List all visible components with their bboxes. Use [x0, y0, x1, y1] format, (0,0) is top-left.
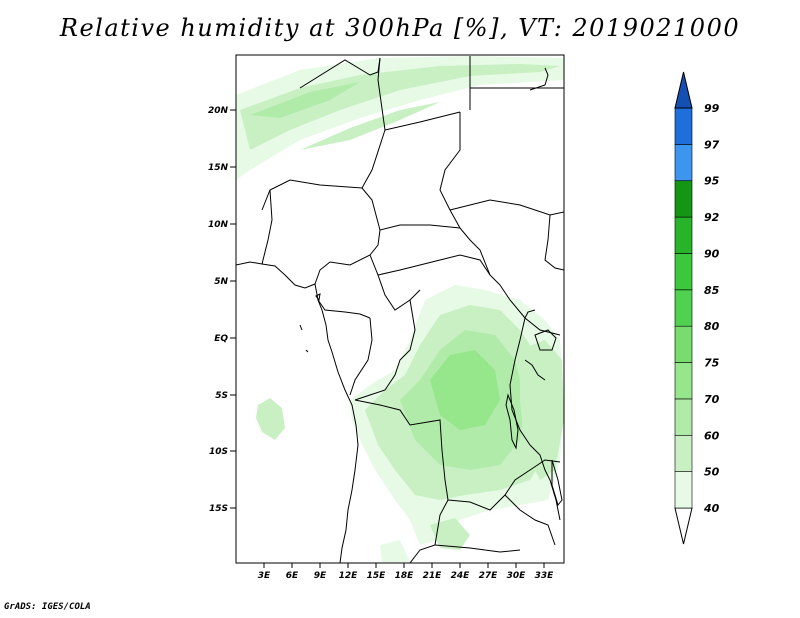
colorbar: 40 50 60 70 75 80 85 90 92 95 97 99	[674, 71, 720, 545]
colorbar-level-label: 97	[704, 138, 720, 151]
colorbar-level-label: 40	[703, 502, 720, 515]
lat-label: 15S	[209, 504, 228, 514]
colorbar-level-label: 85	[704, 284, 720, 297]
colorbar-level-label: 80	[704, 320, 720, 333]
colorbar-segment	[674, 325, 693, 363]
humidity-shading	[236, 56, 564, 562]
lon-label: 21E	[423, 571, 443, 581]
colorbar-level-label: 75	[704, 357, 720, 370]
lon-label: 3E	[258, 571, 271, 581]
rh-band-north-inner	[240, 64, 560, 150]
colorbar-lower-arrow	[674, 507, 693, 545]
lat-label: 5N	[214, 277, 228, 287]
rh-streak-2	[300, 102, 440, 150]
lat-label: 15N	[208, 163, 229, 173]
lon-label: 24E	[451, 571, 471, 581]
coastline-west-africa	[236, 261, 359, 563]
colorbar-segment	[674, 398, 693, 436]
rh-patch-south	[430, 518, 470, 550]
rh-patch-sw	[256, 398, 285, 440]
lon-label: 9E	[314, 571, 327, 581]
colorbar-segment	[674, 253, 693, 291]
map-borders	[236, 55, 564, 563]
colorbar-level-label: 70	[704, 393, 720, 406]
rh-central-peak	[430, 350, 500, 430]
colorbar-segment	[674, 434, 693, 472]
colorbar-level-label: 60	[704, 429, 720, 442]
lon-label: 33E	[535, 571, 555, 581]
lon-label: 30E	[507, 571, 527, 581]
rh-patch-se	[380, 540, 410, 562]
colorbar-segment	[674, 362, 693, 400]
lon-label: 6E	[286, 571, 299, 581]
colorbar-segment	[674, 471, 693, 509]
colorbar-level-label: 90	[704, 247, 720, 260]
lon-label: 18E	[395, 571, 415, 581]
lat-label: EQ	[214, 334, 228, 344]
rh-east	[520, 340, 564, 480]
map-frame	[235, 54, 565, 564]
colorbar-level-label: 95	[704, 175, 720, 188]
lat-label: 10S	[209, 447, 228, 457]
lat-label: 5S	[215, 391, 228, 401]
colorbar-upper-arrow	[674, 71, 693, 109]
colorbar-segment	[674, 180, 693, 218]
colorbar-level-label: 92	[704, 211, 720, 224]
latitude-axis: 20N 15N 10N 5N EQ 5S 10S 15S	[208, 106, 236, 514]
lake-tanganyika	[505, 393, 519, 450]
lat-label: 10N	[208, 220, 229, 230]
lon-label: 27E	[479, 571, 499, 581]
lake-malawi	[551, 459, 563, 507]
colorbar-level-label: 99	[704, 102, 720, 115]
lake-victoria	[534, 329, 557, 351]
colorbar-level-label: 50	[704, 466, 720, 479]
lon-label: 15E	[367, 571, 387, 581]
lon-label: 12E	[339, 571, 359, 581]
map-title: Relative humidity at 300hPa [%], VT: 201…	[59, 14, 741, 42]
colorbar-segment	[674, 107, 693, 145]
rh-band-north-core	[250, 82, 360, 118]
lat-label: 20N	[208, 106, 229, 116]
colorbar-segment	[674, 144, 693, 182]
colorbar-segment	[674, 216, 693, 254]
colorbar-segment	[674, 289, 693, 327]
grads-credit: GrADS: IGES/COLA	[4, 602, 91, 612]
longitude-axis: 3E 6E 9E 12E 15E 18E 21E 24E 27E 30E 33E	[258, 563, 554, 581]
